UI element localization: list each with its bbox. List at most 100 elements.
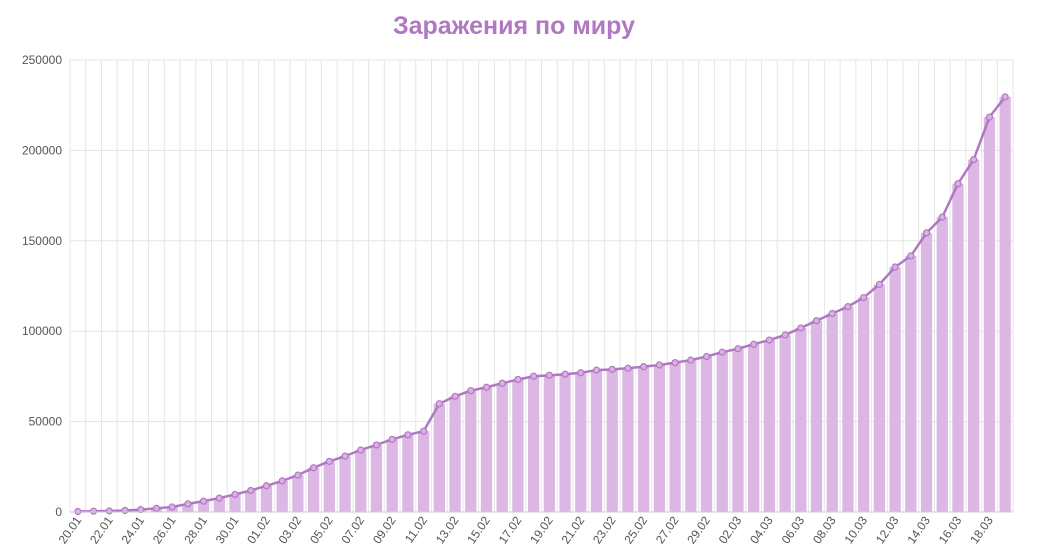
bar [323,461,335,512]
x-tick-label: 05.02 [307,513,336,546]
bar [968,159,980,513]
bar [983,117,996,512]
bar [245,490,257,512]
bar [417,431,430,512]
bar [873,284,886,512]
x-tick-label: 25.02 [621,513,650,546]
data-point [247,486,255,495]
bar [653,365,666,512]
bar [229,494,241,512]
data-point [687,356,695,364]
bar [810,320,823,512]
data-point [294,471,302,479]
bar [276,480,288,512]
bar [213,498,225,512]
bar [842,306,854,512]
x-tick-label: 14.03 [904,513,933,546]
data-point [577,369,585,377]
data-point [435,400,443,408]
data-point [765,336,773,344]
bar [936,217,948,512]
data-point [74,507,82,516]
data-point [451,392,459,400]
data-point [624,364,632,372]
data-point [640,363,648,371]
y-tick-label: 0 [55,505,62,519]
data-point [891,263,899,271]
data-point [215,494,223,502]
bar [543,375,556,512]
data-point [812,317,821,325]
x-tick-label: 11.02 [402,513,430,545]
y-tick-label: 200000 [22,143,62,157]
data-point [860,293,868,302]
data-point [797,324,805,332]
x-tick-label: 09.02 [370,513,399,546]
chart-title: Заражения по миру [392,12,636,40]
y-tick-label: 250000 [22,53,62,67]
x-tick-label: 22.01 [87,513,116,546]
data-point [262,482,271,490]
bar [575,372,587,512]
y-tick-label: 100000 [22,324,62,338]
data-point [530,372,538,380]
data-point [498,379,506,387]
data-point [372,441,381,449]
bar [402,434,414,512]
data-point [938,213,946,221]
bar [559,374,571,512]
bar [292,475,304,512]
data-point [121,506,129,515]
data-point [875,280,884,288]
bar [622,368,634,512]
x-tick-label: 16.03 [936,513,965,546]
data-point [907,252,915,260]
x-tick-label: 23.02 [590,513,619,546]
data-point [184,500,192,508]
bar [465,390,477,512]
bar [669,362,681,512]
bar [999,96,1011,512]
bar [449,396,461,512]
data-point [152,504,161,512]
data-points [74,93,1009,516]
bar [920,232,933,513]
bar [197,501,210,512]
x-tick-label: 18.03 [967,513,996,546]
bar [905,255,917,513]
data-point [702,352,711,361]
data-point [1001,93,1009,101]
data-point [231,490,239,499]
data-point [954,180,962,188]
data-point [970,156,978,164]
data-point [608,365,616,373]
data-point [828,309,836,318]
x-tick-label: 30.01 [213,513,242,546]
bar [527,376,540,512]
data-point [420,427,428,435]
x-tick-label: 06.03 [779,513,808,546]
bar [685,360,697,512]
x-tick-label: 24.01 [118,513,147,546]
x-tick-label: 08.03 [810,513,839,546]
data-point [592,366,601,374]
bar [700,356,713,512]
data-point [105,507,113,515]
data-point [545,371,553,379]
data-point [404,431,412,439]
bar [638,366,650,512]
data-point [718,348,726,356]
data-point [168,503,176,511]
bar [370,444,383,512]
data-point [985,113,994,121]
bar [355,449,367,512]
bar [889,267,901,512]
bar [826,313,838,512]
y-tick-label: 50000 [29,415,63,429]
bar [732,348,744,512]
data-point [137,506,145,514]
x-tick-label: 07.02 [339,513,368,546]
x-tick-label: 17.02 [496,513,525,546]
x-tick-label: 10.03 [841,513,870,546]
